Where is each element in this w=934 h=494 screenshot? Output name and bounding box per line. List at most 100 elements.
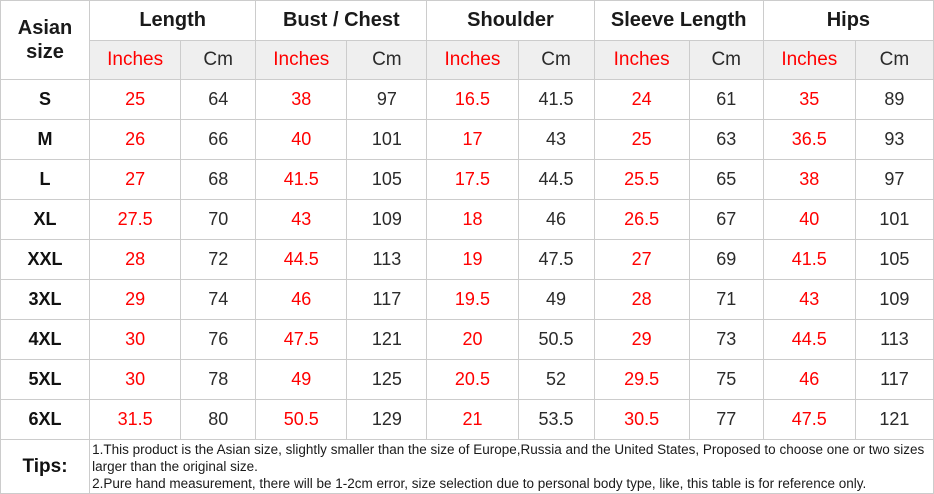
column-group-shoulder: Shoulder (426, 0, 595, 41)
table-body: S 25 64 38 97 16.5 41.5 24 61 35 89 M 26 66 40 101 17 43 2… (0, 79, 934, 440)
column-group-bust-chest: Bust / Chest (255, 0, 428, 41)
tips-row: Tips: 1.This product is the Asian size, … (0, 439, 934, 494)
measurement-cell: 105 (346, 159, 428, 200)
tips-text: 1.This product is the Asian size, slight… (89, 439, 934, 494)
measurement-cell: 30 (89, 359, 182, 400)
measurement-cell: 17.5 (426, 159, 519, 200)
measurement-cell: 47.5 (762, 399, 856, 440)
size-cell: 5XL (0, 359, 91, 400)
measurement-cell: 24 (593, 79, 690, 120)
measurement-cell: 46 (517, 199, 595, 240)
measurement-cell: 129 (346, 399, 428, 440)
measurement-cell: 117 (346, 279, 428, 320)
unit-cm-header: Cm (180, 40, 257, 80)
measurement-cell: 29 (593, 319, 690, 360)
measurement-cell: 50.5 (255, 399, 348, 440)
tip-line-1: 1.This product is the Asian size, slight… (92, 442, 925, 474)
measurement-cell: 73 (688, 319, 764, 360)
size-cell: 3XL (0, 279, 91, 320)
column-group-sleeve-length: Sleeve Length (593, 0, 764, 41)
group-header-row: Asian size Length Bust / Chest Shoulder Sle… (0, 0, 934, 80)
measurement-cell: 26 (89, 119, 182, 160)
measurement-cell: 18 (426, 199, 519, 240)
measurement-cell: 113 (854, 319, 934, 360)
measurement-cell: 16.5 (426, 79, 519, 120)
measurement-cell: 41.5 (255, 159, 348, 200)
measurement-cell: 67 (688, 199, 764, 240)
measurement-cell: 125 (346, 359, 428, 400)
measurement-cell: 47.5 (517, 239, 595, 280)
measurement-cell: 101 (346, 119, 428, 160)
measurement-cell: 74 (180, 279, 257, 320)
measurement-cell: 38 (762, 159, 856, 200)
measurement-cell: 43 (517, 119, 595, 160)
unit-inches-header: Inches (762, 40, 856, 80)
measurement-cell: 27 (89, 159, 182, 200)
size-cell: XL (0, 199, 91, 240)
measurement-cell: 30 (89, 319, 182, 360)
size-cell: 6XL (0, 399, 91, 440)
measurement-cell: 43 (255, 199, 348, 240)
measurement-cell: 105 (854, 239, 934, 280)
size-cell: S (0, 79, 91, 120)
measurement-cell: 27 (593, 239, 690, 280)
measurement-cell: 40 (762, 199, 856, 240)
measurement-cell: 28 (89, 239, 182, 280)
measurement-cell: 121 (346, 319, 428, 360)
measurement-cell: 69 (688, 239, 764, 280)
measurement-cell: 75 (688, 359, 764, 400)
measurement-cell: 44.5 (255, 239, 348, 280)
measurement-cell: 49 (255, 359, 348, 400)
unit-cm-header: Cm (346, 40, 428, 80)
measurement-cell: 109 (346, 199, 428, 240)
measurement-cell: 66 (180, 119, 257, 160)
size-cell: M (0, 119, 91, 160)
measurement-cell: 21 (426, 399, 519, 440)
measurement-cell: 68 (180, 159, 257, 200)
unit-inches-header: Inches (593, 40, 690, 80)
column-group-length: Length (89, 0, 257, 41)
measurement-cell: 17 (426, 119, 519, 160)
table-row: 5XL 30 78 49 125 20.5 52 29.5 75 46 117 (0, 359, 934, 400)
measurement-cell: 113 (346, 239, 428, 280)
unit-inches-header: Inches (255, 40, 348, 80)
measurement-cell: 117 (854, 359, 934, 400)
measurement-cell: 89 (854, 79, 934, 120)
table-row: 3XL 29 74 46 117 19.5 49 28 71 43 109 (0, 279, 934, 320)
measurement-cell: 28 (593, 279, 690, 320)
unit-inches-header: Inches (426, 40, 519, 80)
measurement-cell: 29 (89, 279, 182, 320)
measurement-cell: 29.5 (593, 359, 690, 400)
measurement-cell: 65 (688, 159, 764, 200)
measurement-cell: 77 (688, 399, 764, 440)
measurement-cell: 20.5 (426, 359, 519, 400)
units-header-row: Inches Cm Inches Cm Inches Cm Inches Cm Inches Cm (1, 40, 934, 80)
measurement-cell: 46 (762, 359, 856, 400)
measurement-cell: 43 (762, 279, 856, 320)
measurement-cell: 101 (854, 199, 934, 240)
tip-line-2: 2.Pure hand measurement, there will be 1… (92, 476, 867, 491)
measurement-cell: 49 (517, 279, 595, 320)
table-row: M 26 66 40 101 17 43 25 63 36.5 93 (0, 119, 934, 160)
corner-header-asian-size: Asian size (0, 0, 91, 80)
measurement-cell: 26.5 (593, 199, 690, 240)
table-row: L 27 68 41.5 105 17.5 44.5 25.5 65 38 97 (0, 159, 934, 200)
table-row: 4XL 30 76 47.5 121 20 50.5 29 73 44.5 113 (0, 319, 934, 360)
measurement-cell: 97 (854, 159, 934, 200)
measurement-cell: 27.5 (89, 199, 182, 240)
measurement-cell: 38 (255, 79, 348, 120)
size-cell: XXL (0, 239, 91, 280)
measurement-cell: 72 (180, 239, 257, 280)
table-row: S 25 64 38 97 16.5 41.5 24 61 35 89 (0, 79, 934, 120)
table-row: XXL 28 72 44.5 113 19 47.5 27 69 41.5 105 (0, 239, 934, 280)
measurement-cell: 31.5 (89, 399, 182, 440)
column-group-hips: Hips (762, 0, 934, 41)
measurement-cell: 46 (255, 279, 348, 320)
measurement-cell: 25 (593, 119, 690, 160)
table-row: XL 27.5 70 43 109 18 46 26.5 67 40 101 (0, 199, 934, 240)
measurement-cell: 97 (346, 79, 428, 120)
measurement-cell: 41.5 (517, 79, 595, 120)
measurement-cell: 19.5 (426, 279, 519, 320)
measurement-cell: 40 (255, 119, 348, 160)
